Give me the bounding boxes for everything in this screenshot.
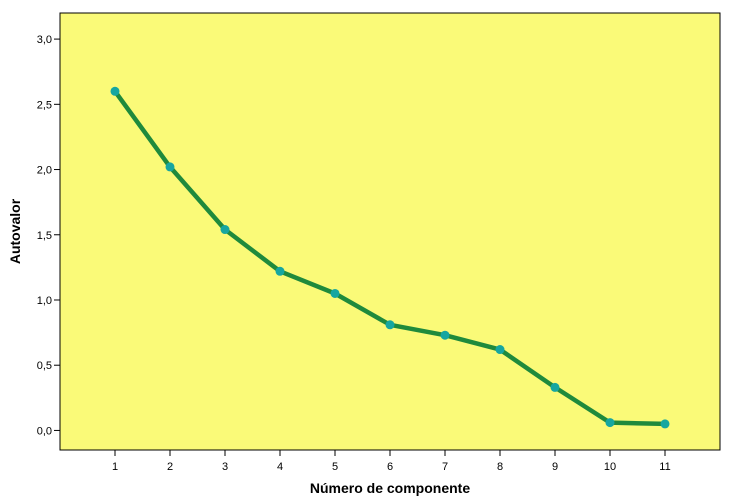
x-tick-label: 9 <box>552 461 558 473</box>
y-tick-label: 1,5 <box>37 230 52 242</box>
y-tick-label: 1,0 <box>37 295 52 307</box>
data-point <box>385 320 395 330</box>
x-tick-label: 6 <box>387 461 393 473</box>
y-axis: 0,0 0,5 1,0 1,5 2,0 2,5 3,0 <box>37 34 60 437</box>
y-tick-label: 2,0 <box>37 165 52 177</box>
data-point <box>275 266 285 276</box>
x-tick-label: 5 <box>332 461 338 473</box>
y-tick-label: 0,0 <box>37 425 52 437</box>
data-point <box>550 382 560 392</box>
data-point <box>495 345 505 355</box>
y-tick-label: 0,5 <box>37 360 52 372</box>
x-tick-label: 3 <box>222 461 228 473</box>
data-point <box>110 86 120 96</box>
plot-area <box>59 12 721 451</box>
data-point <box>165 162 175 172</box>
y-axis-title: Autovalor <box>7 198 23 264</box>
x-tick-label: 10 <box>604 461 616 473</box>
x-tick-label: 2 <box>167 461 173 473</box>
x-tick-label: 4 <box>277 461 283 473</box>
y-tick-label: 2,5 <box>37 99 52 111</box>
x-axis-title: Número de componente <box>310 480 470 496</box>
y-tick-label: 3,0 <box>37 34 52 46</box>
x-tick-label: 11 <box>659 461 670 473</box>
data-point <box>440 330 450 340</box>
data-point <box>660 419 670 429</box>
x-axis: 1 2 3 4 5 6 7 8 9 10 11 <box>112 450 671 473</box>
data-point <box>330 288 340 298</box>
data-points <box>110 86 670 429</box>
x-tick-label: 7 <box>442 461 448 473</box>
data-point <box>605 418 615 428</box>
x-tick-label: 1 <box>112 461 118 473</box>
data-point <box>220 225 230 235</box>
x-tick-label: 8 <box>497 461 503 473</box>
